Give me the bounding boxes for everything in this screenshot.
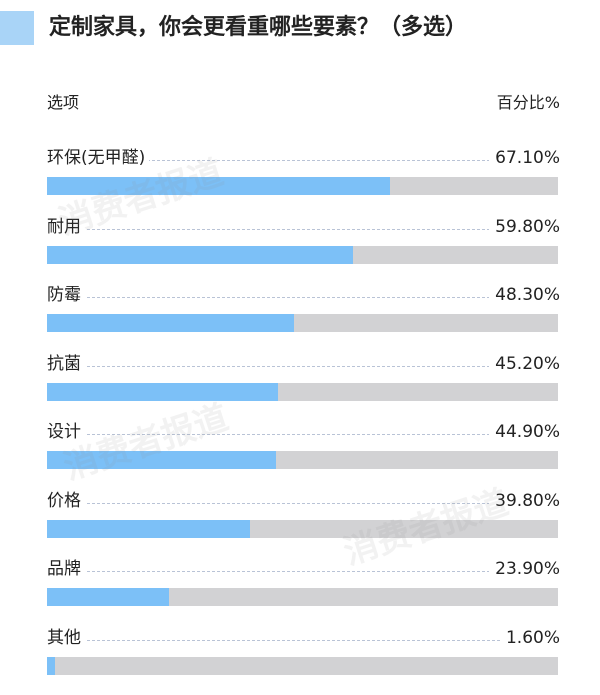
category-label: 防霉: [47, 284, 85, 306]
column-header-percent: 百分比%: [496, 93, 560, 112]
bar-track: [47, 245, 558, 264]
category-label: 环保(无甲醛): [47, 147, 150, 169]
dotted-leader: [47, 571, 560, 572]
value-label: 45.20%: [489, 352, 560, 375]
category-label: 品牌: [47, 558, 85, 580]
category-label: 抗菌: [47, 352, 85, 375]
bar-track: [47, 588, 558, 606]
dotted-leader: [47, 434, 560, 435]
value-label: 48.30%: [489, 284, 560, 306]
bar-fill: [47, 588, 170, 606]
bar-fill: [47, 177, 390, 195]
value-label: 67.10%: [489, 147, 560, 169]
bar-track: [47, 177, 558, 195]
category-label: 价格: [47, 489, 85, 512]
bar-row: 抗菌 45.20%: [47, 352, 560, 413]
bar-row: 品牌 23.90%: [47, 558, 560, 618]
category-label: 其他: [47, 626, 85, 649]
bar-row: 耐用 59.80%: [47, 215, 560, 276]
bar-track: [47, 451, 558, 469]
dotted-leader: [47, 228, 560, 230]
bar-fill: [47, 314, 294, 332]
dotted-leader: [47, 502, 560, 504]
bar-fill: [47, 656, 56, 675]
bar-fill: [47, 382, 278, 401]
dotted-leader: [47, 639, 560, 641]
column-header-options: 选项: [47, 93, 80, 112]
bar-track: [47, 656, 558, 675]
bar-fill: [47, 245, 353, 264]
bar-track: [47, 382, 558, 401]
bar-track: [47, 519, 558, 538]
bar-track: [47, 314, 558, 332]
dotted-leader: [47, 160, 560, 161]
chart-title: 定制家具，你会更看重哪些要素？（多选）: [49, 15, 468, 40]
value-label: 23.90%: [489, 558, 560, 580]
dotted-leader: [47, 297, 560, 298]
bar-row: 设计 44.90%: [47, 421, 560, 481]
category-label: 耐用: [47, 215, 85, 238]
dotted-leader: [47, 365, 560, 367]
bar-row: 价格 39.80%: [47, 489, 560, 550]
title-accent-block: [0, 11, 34, 45]
category-label: 设计: [47, 421, 85, 443]
bar-row: 其他 1.60%: [47, 626, 560, 687]
value-label: 1.60%: [499, 626, 560, 649]
value-label: 44.90%: [489, 421, 560, 443]
bar-row: 环保(无甲醛) 67.10%: [47, 147, 560, 207]
bar-fill: [47, 519, 251, 538]
value-label: 39.80%: [489, 489, 560, 512]
value-label: 59.80%: [489, 215, 560, 238]
bar-row: 防霉 48.30%: [47, 284, 560, 344]
bar-fill: [47, 451, 277, 469]
